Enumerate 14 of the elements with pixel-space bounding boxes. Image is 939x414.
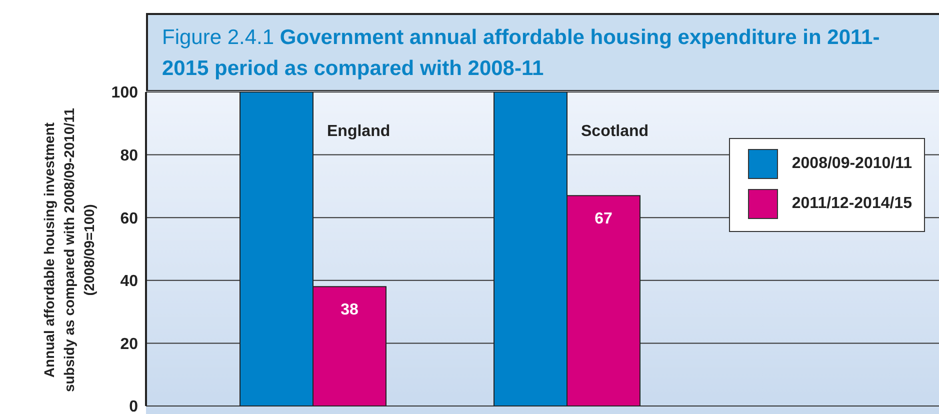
- y-tick-label: 100: [111, 84, 138, 102]
- y-tick-label: 0: [129, 398, 138, 414]
- data-label: 38: [340, 302, 358, 319]
- text: 2008/09-2010/11: [792, 155, 912, 173]
- chart-title: Figure 2.4.1 Government annual affordable housing expenditure in 2011-2015 period as compared with 2008-11: [162, 26, 880, 80]
- x-tick-label: Scotland: [581, 123, 649, 140]
- x-tick-label: England: [327, 123, 390, 140]
- y-tick-label: 40: [120, 273, 138, 290]
- y-tick-label: 60: [120, 210, 138, 228]
- y-tick-label: 20: [120, 336, 138, 353]
- y-axis-title: Annual affordable housing investment subsidy as compared with 2008/09-2010/11 (2008/09=100): [40, 106, 98, 394]
- legend-label: 2011/12-2014/15: [792, 195, 912, 213]
- data-label: 67: [594, 210, 612, 228]
- y-tick-label: 80: [120, 147, 138, 164]
